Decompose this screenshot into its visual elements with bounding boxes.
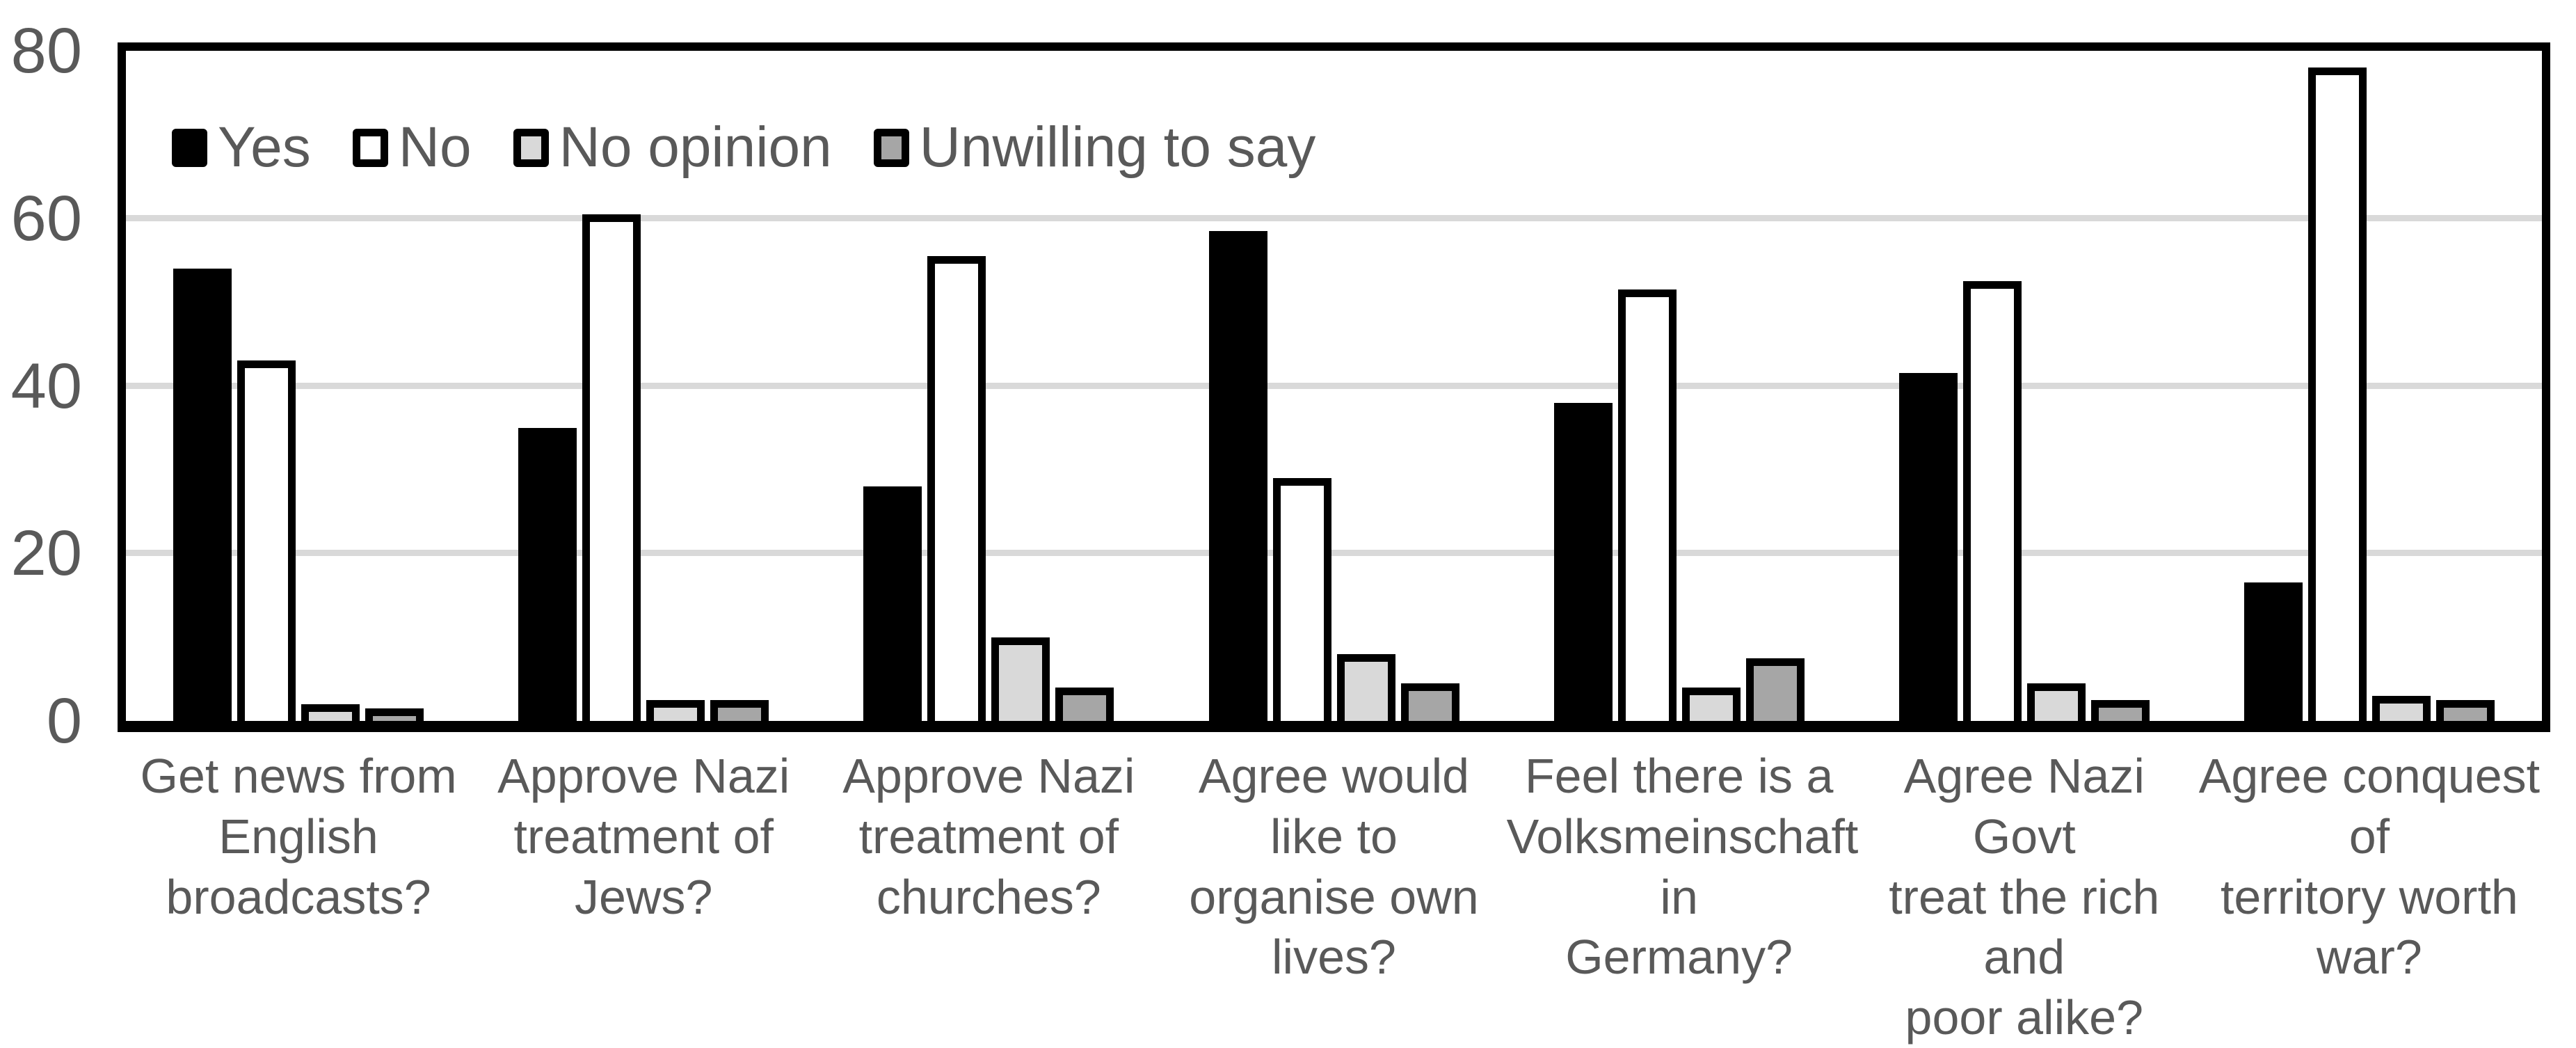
bar-unwilling-to-say	[1055, 687, 1114, 721]
gridline-60	[126, 214, 2542, 221]
bar-group-6	[1898, 281, 2150, 721]
bar-no	[1272, 477, 1331, 721]
bar-group-5	[1553, 289, 1805, 721]
bar-no-opinion	[301, 704, 360, 721]
y-tick-label: 40	[10, 350, 82, 422]
x-category-label: Agree conquest of territory worth war?	[2198, 749, 2541, 985]
x-category-label: Approve Nazi treatment of churches?	[842, 749, 1135, 924]
plot-area: Yes No No opinion Unwilling to say	[118, 42, 2550, 732]
bar-group-1	[173, 268, 424, 721]
x-category-label: Feel there is a Volksmeinschaft in Germa…	[1506, 749, 1859, 985]
y-tick-label: 20	[10, 518, 82, 589]
bar-no-opinion	[991, 637, 1050, 721]
bar-yes	[1898, 373, 1958, 721]
bar-no	[1962, 281, 2022, 721]
legend: Yes No No opinion Unwilling to say	[172, 115, 1315, 180]
gridline-20	[126, 550, 2542, 557]
legend-label: No	[398, 116, 472, 179]
x-category-label: Agree Nazi Govt treat the rich and poor …	[1889, 749, 2160, 1045]
bar-no	[2307, 68, 2367, 721]
bar-no-opinion	[2026, 683, 2086, 721]
bar-no	[237, 360, 296, 721]
plot-inner: Yes No No opinion Unwilling to say	[126, 51, 2542, 721]
bar-no	[927, 255, 986, 721]
legend-item-no-opinion: No opinion	[513, 115, 832, 180]
bar-no-opinion	[1336, 653, 1395, 721]
bar-yes	[518, 427, 577, 721]
bar-no-opinion	[1681, 687, 1741, 721]
x-category-label: Get news from English broadcasts?	[140, 749, 457, 924]
bar-no	[582, 214, 641, 721]
legend-label: Yes	[218, 116, 311, 179]
bar-unwilling-to-say	[2090, 699, 2150, 721]
bar-yes	[173, 268, 232, 721]
gridline-40	[126, 382, 2542, 389]
bar-yes	[1208, 230, 1267, 721]
bar-yes	[2243, 582, 2303, 721]
legend-item-yes: Yes	[172, 115, 311, 180]
legend-swatch-icon	[873, 128, 909, 167]
bar-no-opinion	[2371, 695, 2431, 721]
y-tick-label: 0	[46, 685, 82, 756]
x-category-label: Agree would like to organise own lives?	[1189, 749, 1479, 985]
bar-yes	[863, 486, 922, 721]
bar-no-opinion	[646, 699, 705, 721]
bar-yes	[1553, 402, 1613, 721]
y-tick-label: 60	[10, 182, 82, 254]
bar-unwilling-to-say	[710, 699, 769, 721]
legend-swatch-icon	[352, 128, 388, 167]
bar-unwilling-to-say	[365, 708, 424, 721]
bar-unwilling-to-say	[1745, 658, 1805, 721]
bar-no	[1617, 289, 1677, 721]
legend-item-unwilling-to-say: Unwilling to say	[873, 115, 1316, 180]
y-tick-label: 80	[10, 15, 82, 86]
bar-chart: 0 20 40 60 80 Yes No No opinion Unwilling to sa…	[10, 15, 2550, 1045]
legend-label: No opinion	[559, 116, 832, 179]
bar-group-3	[863, 255, 1114, 721]
legend-swatch-icon	[172, 128, 207, 167]
x-category-label: Approve Nazi treatment of Jews?	[497, 749, 790, 924]
bar-group-7	[2243, 68, 2495, 721]
bar-group-2	[518, 214, 769, 721]
legend-label: Unwilling to say	[919, 116, 1316, 179]
bar-unwilling-to-say	[1400, 683, 1459, 721]
legend-item-no: No	[352, 115, 472, 180]
legend-swatch-icon	[513, 128, 549, 167]
bar-unwilling-to-say	[2435, 699, 2495, 721]
bar-group-4	[1208, 230, 1459, 721]
